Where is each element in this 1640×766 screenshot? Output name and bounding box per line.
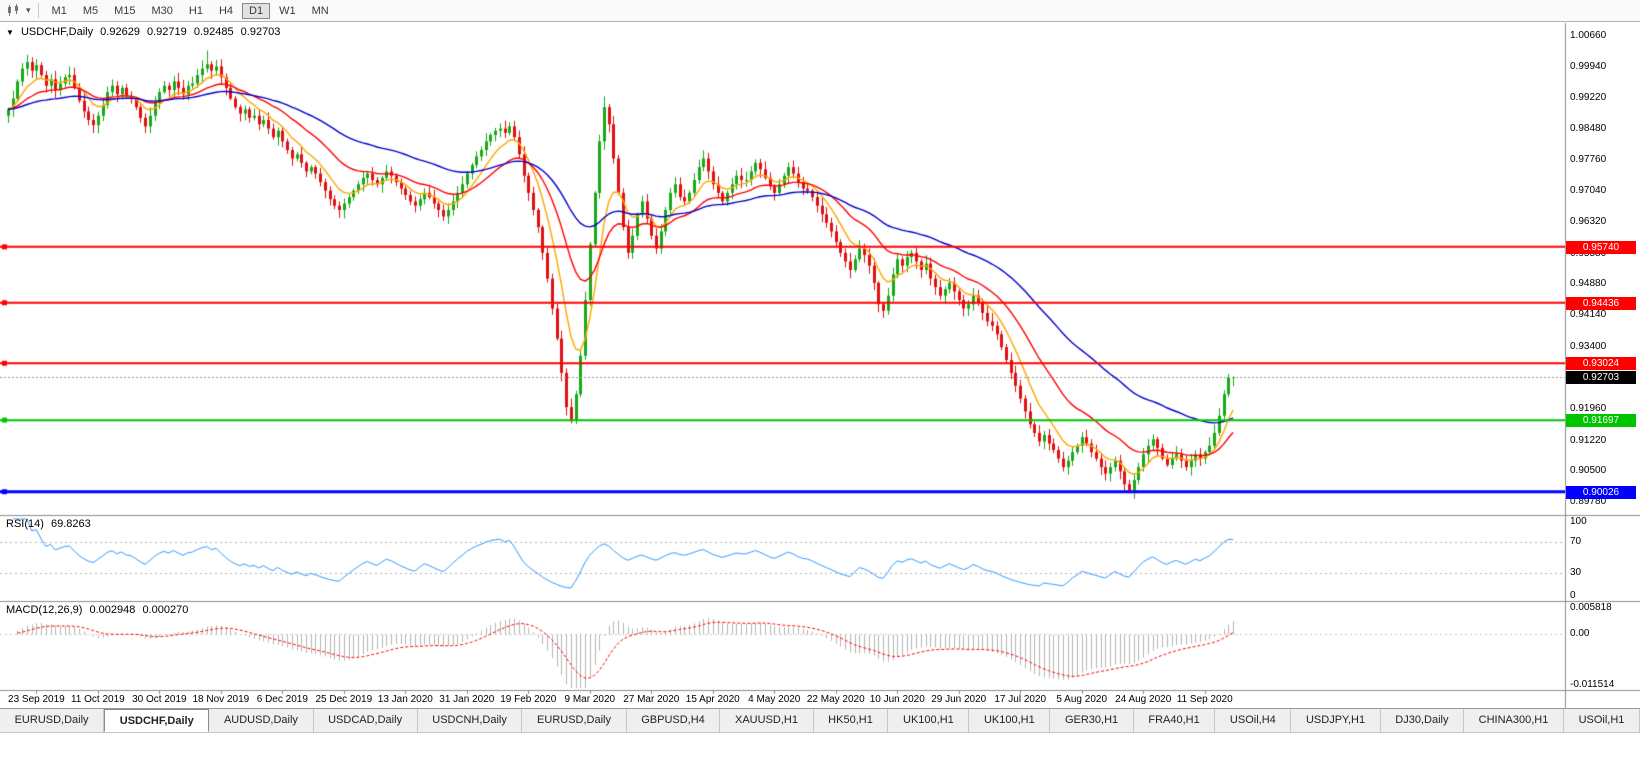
chart-tab-eurusd-daily[interactable]: EURUSD,Daily xyxy=(522,709,627,732)
date-axis-label: 13 Jan 2020 xyxy=(377,694,433,705)
date-axis-label: 5 Aug 2020 xyxy=(1056,694,1108,705)
current-price-tag: 0.92703 xyxy=(1566,371,1636,384)
macd-axis-label: -0.011514 xyxy=(1570,679,1615,690)
chart-tab-eurusd-daily[interactable]: EURUSD,Daily xyxy=(0,709,105,732)
date-axis-label: 4 May 2020 xyxy=(748,694,801,705)
timeframe-button-m30[interactable]: M30 xyxy=(151,4,173,17)
timeframe-button-m1[interactable]: M1 xyxy=(51,4,67,17)
date-axis-label: 29 Jun 2020 xyxy=(931,694,987,705)
chart-tab-usdcad-daily[interactable]: USDCAD,Daily xyxy=(313,709,418,732)
price-axis-label: 0.91220 xyxy=(1570,435,1607,446)
chart-tab-usoil-h4[interactable]: USOil,H4 xyxy=(1215,709,1292,732)
price-axis-label: 0.93400 xyxy=(1570,341,1607,352)
price-axis-label: 0.97040 xyxy=(1570,185,1607,196)
chart-tab-china300-h1[interactable]: CHINA300,H1 xyxy=(1464,709,1564,732)
macd-axis-label: 0.00 xyxy=(1570,628,1590,639)
date-axis-label: 31 Jan 2020 xyxy=(439,694,495,705)
rsi-label: RSI(14) xyxy=(6,518,44,530)
ohlc-low: 0.92485 xyxy=(193,26,234,38)
chart-tab-usdchf-daily[interactable]: USDCHF,Daily xyxy=(104,709,210,732)
chart-tab-uk100-h1[interactable]: UK100,H1 xyxy=(888,709,970,732)
macd-value: 0.002948 xyxy=(89,604,136,616)
macd-label: MACD(12,26,9) xyxy=(6,604,83,616)
toolbar-separator xyxy=(37,3,39,18)
ohlc-close: 0.92703 xyxy=(240,26,281,38)
price-axis-label: 0.98480 xyxy=(1570,123,1607,134)
timeframe-button-m15[interactable]: M15 xyxy=(114,4,136,17)
date-axis-label: 23 Sep 2019 xyxy=(8,694,65,705)
price-axis-label: 0.90500 xyxy=(1570,465,1607,476)
date-axis-label: 24 Aug 2020 xyxy=(1115,694,1172,705)
chart-tab-hk50-h1[interactable]: HK50,H1 xyxy=(813,709,889,732)
price-axis-label: 0.99940 xyxy=(1570,61,1607,72)
date-axis-label: 6 Dec 2019 xyxy=(256,694,308,705)
date-axis-label: 30 Oct 2019 xyxy=(132,694,187,705)
date-axis-label: 22 May 2020 xyxy=(806,694,865,705)
hline-price-tag[interactable]: 0.94436 xyxy=(1566,297,1636,310)
chart-tab-usdcnh-daily[interactable]: USDCNH,Daily xyxy=(417,709,523,732)
rsi-pane-title: RSI(14) 69.8263 xyxy=(6,518,95,530)
chart-tab-fra40-h1[interactable]: FRA40,H1 xyxy=(1133,709,1216,732)
chart-tab-audusd-daily[interactable]: AUDUSD,Daily xyxy=(209,709,314,732)
timeframe-button-d1[interactable]: D1 xyxy=(242,2,271,19)
date-axis-label: 27 Mar 2020 xyxy=(623,694,680,705)
timeframe-buttons: M1 M5 M15 M30 H1 H4 D1 W1 MN xyxy=(44,2,337,19)
chart-title: ▼ USDCHF,Daily 0.92629 0.92719 0.92485 0… xyxy=(6,26,284,38)
chart-type-icon[interactable] xyxy=(6,4,22,17)
rsi-axis-label: 30 xyxy=(1570,567,1582,578)
timeframe-button-h4[interactable]: H4 xyxy=(218,4,234,17)
hline-price-tag[interactable]: 0.93024 xyxy=(1566,357,1636,370)
ohlc-open: 0.92629 xyxy=(100,26,140,38)
chart-tab-usoil-h1[interactable]: USOil,H1 xyxy=(1563,709,1640,732)
rsi-value: 69.8263 xyxy=(50,518,91,530)
chart-tab-uk100-h1[interactable]: UK100,H1 xyxy=(969,709,1051,732)
date-axis-label: 17 Jul 2020 xyxy=(994,694,1047,705)
macd-axis-label: 0.005818 xyxy=(1570,602,1612,613)
chevron-down-icon[interactable]: ▾ xyxy=(26,5,31,15)
chart-tab-ger30-h1[interactable]: GER30,H1 xyxy=(1050,709,1134,732)
price-axis-label: 0.97760 xyxy=(1570,154,1607,165)
rsi-axis-label: 70 xyxy=(1570,536,1582,547)
macd-pane-title: MACD(12,26,9) 0.002948 0.000270 xyxy=(6,604,192,616)
price-axis-label: 1.00660 xyxy=(1570,30,1607,41)
date-axis-label: 10 Jun 2020 xyxy=(869,694,925,705)
timeframe-button-m5[interactable]: M5 xyxy=(82,4,99,17)
toolbar: ▾ M1 M5 M15 M30 H1 H4 D1 W1 MN xyxy=(0,0,1640,22)
ohlc-high: 0.92719 xyxy=(147,26,187,38)
date-axis-label: 11 Sep 2020 xyxy=(1176,694,1233,705)
timeframe-button-w1[interactable]: W1 xyxy=(279,4,296,17)
macd-signal-value: 0.000270 xyxy=(142,604,189,616)
chart-tab-usdjpy-h1[interactable]: USDJPY,H1 xyxy=(1291,709,1381,732)
hline-price-tag[interactable]: 0.91697 xyxy=(1566,414,1636,427)
price-axis-label: 0.94880 xyxy=(1570,278,1607,289)
chart-tab-gbpusd-h4[interactable]: GBPUSD,H4 xyxy=(626,709,721,732)
chart-tab-dj30-daily[interactable]: DJ30,Daily xyxy=(1380,709,1465,732)
triangle-down-icon[interactable]: ▼ xyxy=(6,28,14,37)
date-axis-label: 9 Mar 2020 xyxy=(564,694,616,705)
price-axis-label: 0.91960 xyxy=(1570,403,1607,414)
date-axis-label: 18 Nov 2019 xyxy=(192,694,250,705)
hline-price-tag[interactable]: 0.90026 xyxy=(1566,486,1636,499)
price-axis-label: 0.94140 xyxy=(1570,309,1607,320)
rsi-axis-label: 0 xyxy=(1570,590,1576,601)
date-axis-label: 11 Oct 2019 xyxy=(70,694,125,705)
date-axis-label: 25 Dec 2019 xyxy=(315,694,373,705)
rsi-axis-label: 100 xyxy=(1570,516,1587,527)
price-axis-label: 0.99220 xyxy=(1570,92,1607,103)
price-axis-label: 0.89780 xyxy=(1570,496,1607,507)
chart-symbol-label: USDCHF,Daily xyxy=(20,26,94,38)
date-axis-label: 15 Apr 2020 xyxy=(685,694,740,705)
date-axis-label: 19 Feb 2020 xyxy=(500,694,557,705)
chart-tab-bar: EURUSD,Daily USDCHF,Daily AUDUSD,Daily USDC… xyxy=(0,708,1640,733)
timeframe-button-mn[interactable]: MN xyxy=(311,4,329,17)
hline-price-tag[interactable]: 0.95740 xyxy=(1566,241,1636,254)
price-axis-label: 0.96320 xyxy=(1570,216,1607,227)
chart-tab-xauusd-h1[interactable]: XAUUSD,H1 xyxy=(720,709,814,732)
timeframe-button-h1[interactable]: H1 xyxy=(188,4,203,17)
